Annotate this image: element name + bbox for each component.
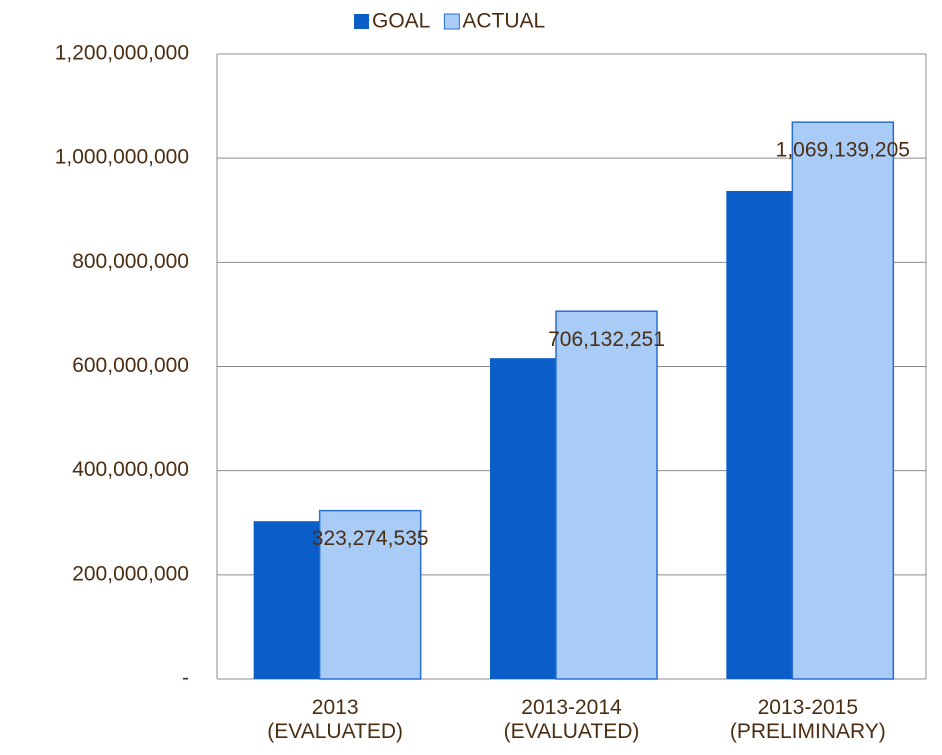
y-tick-label: 1,000,000,000 [55, 146, 189, 169]
y-tick-label: 600,000,000 [72, 354, 189, 377]
bar [318, 509, 422, 680]
data-label: 323,274,535 [312, 527, 429, 550]
y-tick-label: 800,000,000 [72, 250, 189, 273]
legend-label: GOAL [372, 10, 430, 33]
data-label: 706,132,251 [548, 328, 665, 351]
y-tick-label: 200,000,000 [72, 562, 189, 585]
data-label: 1,069,139,205 [776, 139, 910, 162]
y-tick-label: 1,200,000,000 [55, 42, 189, 65]
legend-swatch [354, 14, 369, 29]
y-tick-label: 400,000,000 [72, 458, 189, 481]
x-tick-label: 2013-2015 (PRELIMINARY) [729, 696, 886, 743]
bar [555, 310, 658, 680]
legend-swatch [443, 13, 460, 30]
legend-label: ACTUAL [462, 10, 545, 33]
y-tick-label: - [182, 667, 189, 690]
x-tick-label: 2013-2014 (EVALUATED) [503, 696, 640, 743]
x-tick-label: 2013 (EVALUATED) [267, 696, 404, 743]
bar [791, 121, 895, 680]
